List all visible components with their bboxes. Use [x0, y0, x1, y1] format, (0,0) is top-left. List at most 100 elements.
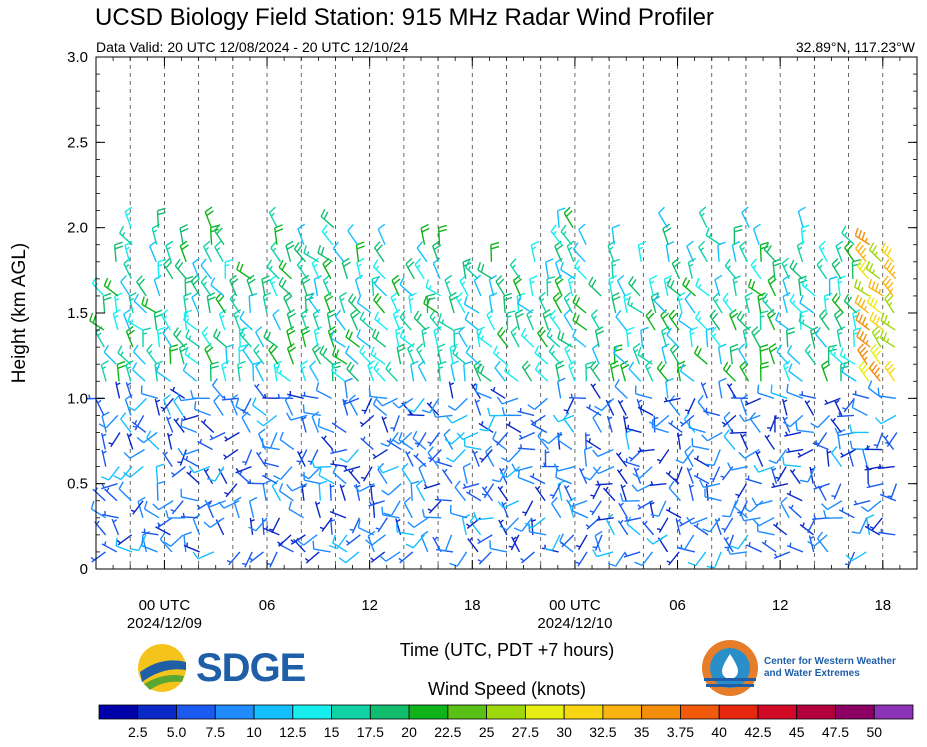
barb-full	[393, 278, 401, 285]
barb-shaft	[180, 425, 198, 434]
barb-full	[874, 283, 879, 292]
barb-full	[862, 264, 868, 273]
wind-barb	[879, 330, 896, 348]
wind-barb	[162, 451, 173, 467]
barb-full	[322, 347, 328, 356]
wind-barb	[149, 240, 157, 263]
barb-shaft	[867, 500, 882, 513]
wind-barb	[357, 519, 375, 536]
colorbar-box	[447, 704, 488, 720]
wind-barb	[301, 274, 311, 297]
barb-shaft	[704, 496, 722, 502]
barb-half	[269, 265, 273, 270]
wind-barb	[733, 225, 743, 245]
barb-half	[188, 470, 192, 475]
barb-full	[769, 346, 778, 353]
barb-shaft	[348, 400, 359, 416]
wind-barb	[338, 551, 360, 564]
barb-half	[588, 438, 592, 443]
barb-full	[839, 347, 844, 356]
barb-half	[272, 247, 277, 252]
barb-full	[155, 363, 161, 372]
wind-barb	[432, 409, 453, 418]
colorbar-box	[563, 704, 604, 720]
barb-full	[829, 345, 836, 354]
barb-shaft	[868, 367, 881, 382]
barb-half	[585, 366, 591, 369]
barb-full	[184, 346, 189, 355]
barb-full	[853, 279, 858, 288]
barb-shaft	[358, 483, 375, 493]
barb-full	[278, 276, 284, 285]
barb-shaft	[262, 296, 268, 314]
barb-shaft	[558, 465, 575, 472]
barb-shaft	[880, 320, 896, 331]
barb-half	[175, 417, 180, 422]
barb-shaft	[572, 335, 587, 348]
barb-shaft	[246, 279, 254, 297]
barb-shaft	[449, 347, 454, 365]
barb-half	[507, 369, 511, 374]
colorbar-tick-label: 25	[479, 724, 495, 740]
barb-full	[381, 506, 384, 516]
barb-shaft	[488, 296, 493, 314]
barb-full	[549, 309, 556, 317]
wind-barb	[823, 292, 833, 314]
barb-full	[236, 261, 241, 270]
wind-barb	[300, 308, 309, 331]
wind-barb	[563, 309, 574, 331]
barb-shaft	[684, 534, 695, 550]
barb-shaft	[763, 248, 777, 263]
barb-shaft	[703, 482, 721, 488]
barb-shaft	[432, 245, 440, 263]
wind-barb	[798, 313, 815, 331]
barb-shaft	[348, 300, 361, 314]
barb-full	[660, 309, 668, 316]
barb-full	[653, 293, 660, 302]
wind-barb	[508, 534, 520, 551]
barb-full	[103, 277, 109, 286]
barb-full	[824, 292, 833, 297]
wind-barb	[879, 491, 897, 502]
wind-barb	[723, 429, 736, 450]
barb-full	[557, 330, 561, 339]
barb-shaft	[154, 364, 158, 382]
barb-full	[385, 361, 392, 370]
barb-full	[159, 532, 166, 540]
barb-full	[373, 276, 380, 285]
wind-barb	[479, 415, 496, 432]
barb-shaft	[557, 439, 573, 451]
barb-half	[743, 331, 749, 336]
wind-barb	[698, 206, 708, 228]
barb-shaft	[705, 234, 721, 246]
barb-half	[340, 297, 345, 302]
barb-full	[563, 411, 570, 420]
barb-full	[637, 346, 642, 356]
barb-shaft	[311, 263, 320, 280]
barb-full	[872, 314, 878, 323]
barb-full	[592, 466, 600, 474]
barb-shaft	[611, 296, 617, 314]
barb-half	[345, 540, 350, 544]
wind-barb	[390, 291, 399, 314]
barb-full	[799, 295, 804, 304]
wind-barb	[379, 551, 401, 562]
wind-barb	[330, 460, 348, 468]
barb-half	[492, 386, 496, 392]
barb-half	[646, 366, 651, 371]
wind-barb	[132, 362, 146, 382]
barb-full	[524, 522, 533, 529]
barb-full	[401, 462, 409, 470]
barb-shaft	[868, 249, 883, 263]
wind-barb	[744, 292, 753, 314]
wind-barb	[182, 311, 198, 331]
barb-shaft	[124, 245, 131, 262]
wind-barb	[509, 258, 521, 280]
colorbar-tick-label: 42.5	[744, 724, 771, 740]
barb-half	[644, 520, 648, 525]
wind-barb	[229, 292, 241, 314]
wind-barb	[141, 537, 158, 553]
wind-barb	[262, 432, 278, 449]
wind-barb	[585, 361, 595, 382]
barb-half	[296, 460, 301, 463]
